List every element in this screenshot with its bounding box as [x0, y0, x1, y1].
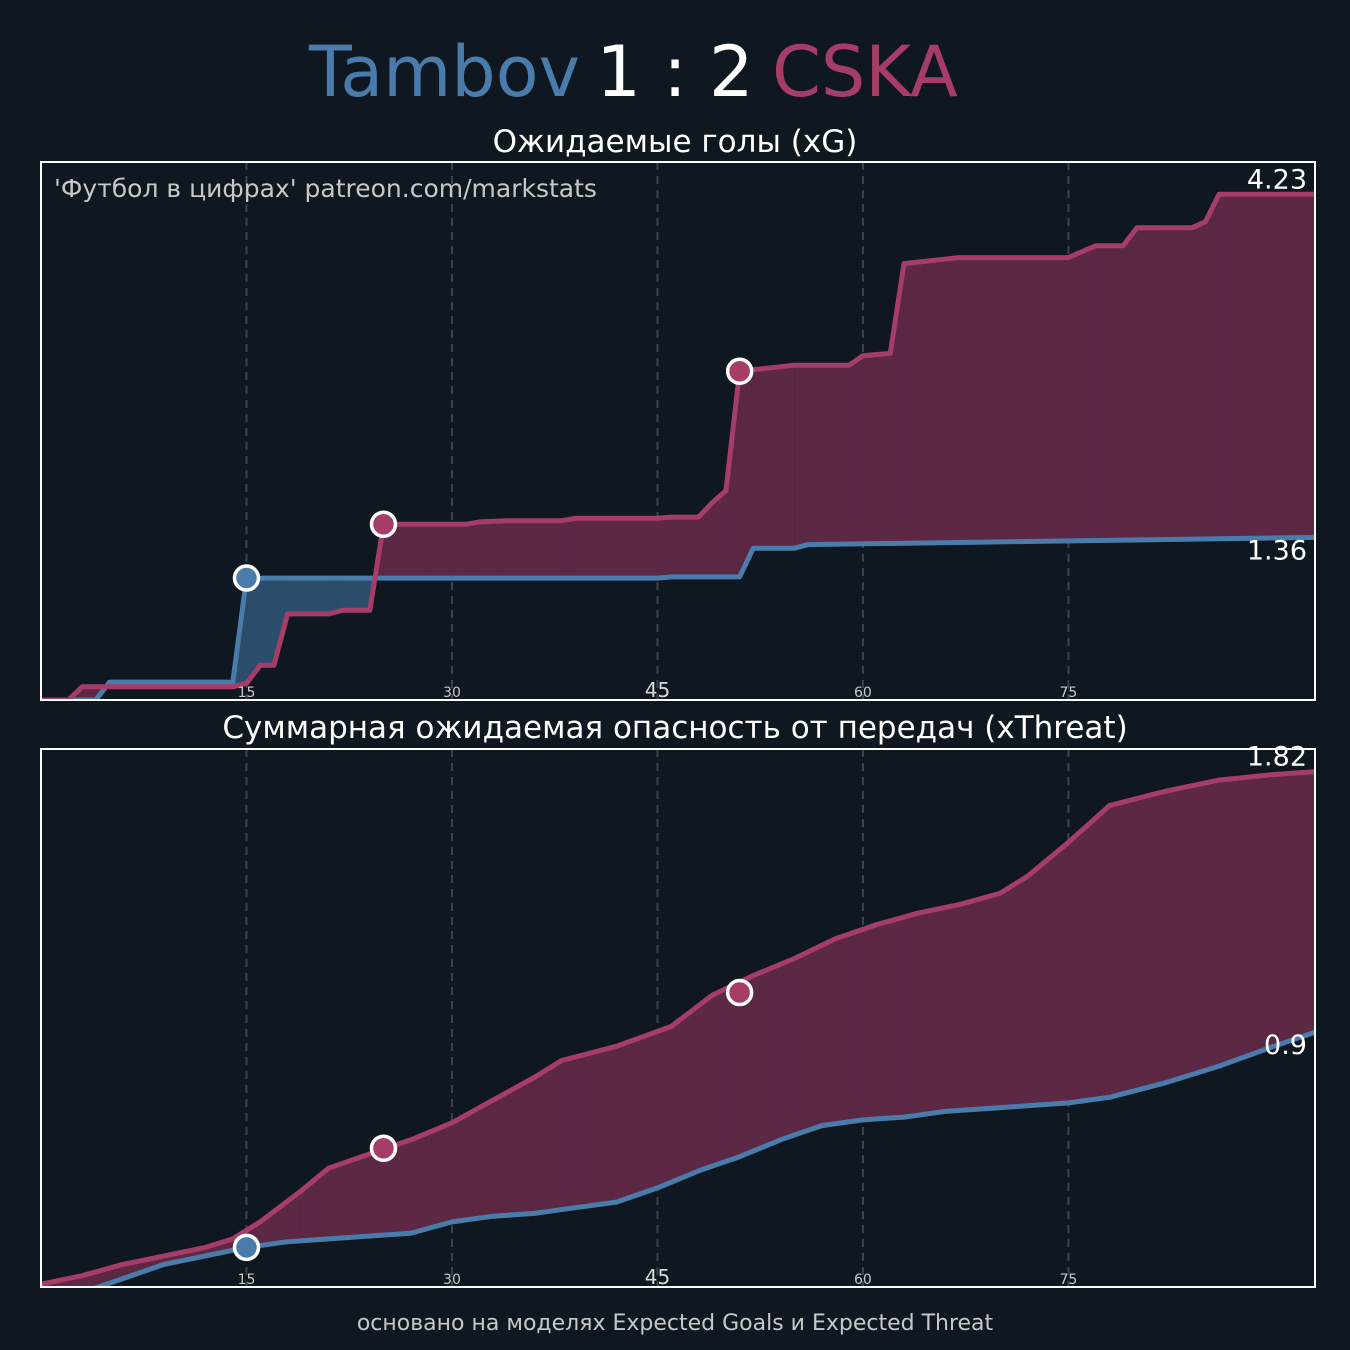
xg-line-away: [41, 191, 1315, 700]
xthreat-x-tick-label: 15: [238, 1272, 256, 1288]
xthreat-x-tick-label: 75: [1060, 1272, 1078, 1288]
xthreat-x-tick-label: 30: [443, 1272, 461, 1288]
xg-goal-marker-home: [232, 564, 261, 592]
away-team-name: CSKA: [772, 31, 958, 113]
xg-away-end-label: 4.23: [1247, 164, 1307, 195]
home-team-name: Tambov: [308, 31, 580, 113]
xg-goal-marker-away: [369, 510, 398, 539]
xthreat-fill-between: [41, 771, 1315, 1287]
xg-x-tick-label: 75: [1060, 685, 1078, 701]
xthreat-goal-marker-home: [232, 1233, 261, 1262]
xthreat-line-away: [41, 769, 1315, 1287]
xthreat-goal-marker-away: [725, 978, 754, 1007]
xthreat-x-tick-label: 45: [645, 1265, 670, 1289]
xg-fill-between: [41, 193, 1315, 700]
xg-x-tick-label: 30: [443, 685, 461, 701]
footer-note: основано на моделях Expected Goals и Exp…: [357, 1311, 994, 1336]
match-score: 1 : 2: [596, 31, 753, 113]
xg-x-tick-label: 15: [238, 685, 256, 701]
xthreat-away-end-label: 1.82: [1247, 742, 1307, 773]
xg-x-tick-label: 45: [645, 678, 670, 702]
xg-plot-frame: [40, 161, 1316, 701]
xg-home-end-label: 1.36: [1247, 535, 1307, 566]
xthreat-chart-panel: 15 30 45 60 75 1.82 0.9: [40, 742, 1316, 1289]
watermark: 'Футбол в цифрах' patreon.com/markstats: [54, 174, 597, 203]
xthreat-plot-frame: [40, 748, 1316, 1288]
xg-chart-title: Ожидаемые голы (xG): [493, 124, 858, 160]
xthreat-chart-title: Суммарная ожидаемая опасность от передач…: [222, 710, 1127, 746]
xthreat-home-end-label: 0.9: [1264, 1030, 1307, 1061]
xg-x-tick-label: 60: [854, 685, 872, 701]
xg-goal-marker-away: [725, 357, 754, 385]
xthreat-x-tick-label: 60: [854, 1272, 872, 1288]
xg-chart-panel: 15 30 45 60 75 4.23 1.36: [40, 161, 1316, 702]
xthreat-goal-marker-away: [369, 1134, 398, 1163]
xg-line-home: [41, 534, 1315, 700]
